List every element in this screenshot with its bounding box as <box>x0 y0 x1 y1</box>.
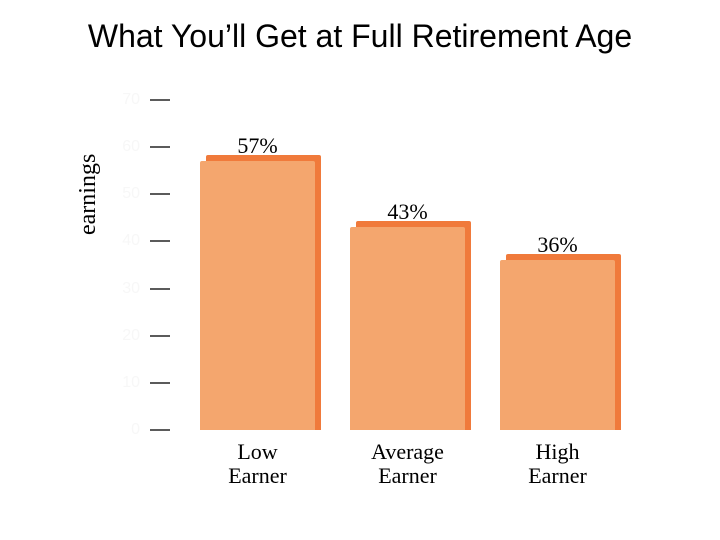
bar-chart: 01020304050607057%43%36% LowEarnerAverag… <box>130 100 630 480</box>
y-tick <box>150 429 170 431</box>
bar: 43% <box>350 227 465 430</box>
y-tick-label: 10 <box>110 374 140 392</box>
plot-area: 01020304050607057%43%36% <box>180 100 630 430</box>
bar-face <box>200 161 315 430</box>
y-tick <box>150 335 170 337</box>
slide-title: What You’ll Get at Full Retirement Age <box>0 18 720 55</box>
y-tick <box>150 382 170 384</box>
y-tick <box>150 193 170 195</box>
y-tick <box>150 240 170 242</box>
bar-face <box>500 260 615 430</box>
y-tick <box>150 288 170 290</box>
y-tick-label: 30 <box>110 280 140 298</box>
y-tick-label: 70 <box>110 91 140 109</box>
y-tick-label: 60 <box>110 138 140 156</box>
bar-face <box>350 227 465 430</box>
x-axis-label: HighEarner <box>500 440 615 488</box>
bar-value-label: 57% <box>200 133 315 159</box>
x-axis-label: AverageEarner <box>350 440 465 488</box>
bar: 36% <box>500 260 615 430</box>
bar-value-label: 36% <box>500 232 615 258</box>
y-tick <box>150 146 170 148</box>
bar-value-label: 43% <box>350 199 465 225</box>
y-tick-label: 50 <box>110 185 140 203</box>
bar: 57% <box>200 161 315 430</box>
y-tick-label: 40 <box>110 232 140 250</box>
slide: What You’ll Get at Full Retirement Age e… <box>0 0 720 540</box>
y-axis-label: earnings <box>75 154 102 235</box>
y-tick-label: 0 <box>110 421 140 439</box>
x-axis-label: LowEarner <box>200 440 315 488</box>
y-tick-label: 20 <box>110 327 140 345</box>
y-tick <box>150 99 170 101</box>
